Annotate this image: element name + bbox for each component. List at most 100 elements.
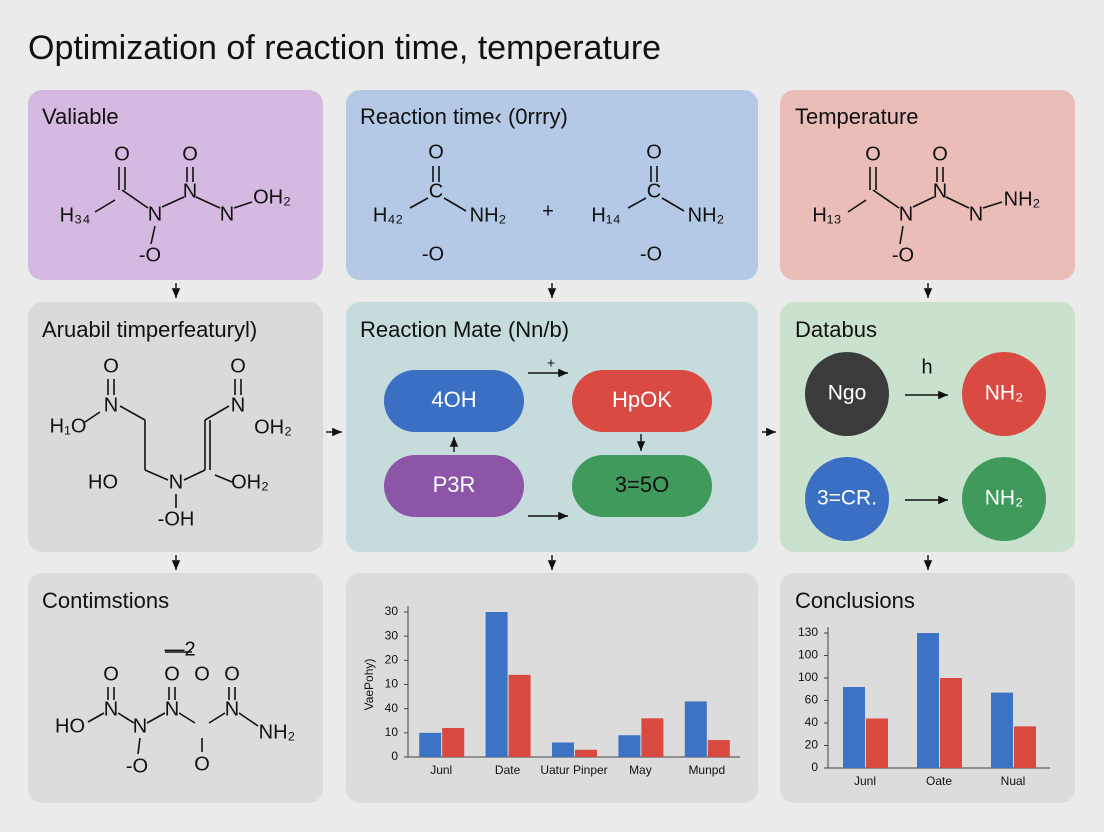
- panel: [346, 90, 758, 280]
- bond: [146, 712, 166, 724]
- atom-label: —2: [164, 638, 195, 660]
- atom-label: OH₂: [254, 416, 292, 438]
- arrow-label: h: [921, 356, 932, 378]
- node-label: 3=5O: [615, 472, 669, 497]
- page-title: Optimization of reaction time, temperatu…: [28, 29, 661, 67]
- node-label: Ngo: [828, 382, 867, 405]
- atom-label: O: [114, 143, 130, 165]
- x-tick-label: Date: [495, 763, 521, 777]
- atom-label: OH₂: [231, 471, 269, 493]
- bar: [485, 612, 508, 757]
- x-tick-label: Munpd: [688, 763, 725, 777]
- bond: [872, 189, 900, 209]
- bar: [618, 735, 641, 757]
- panel: [780, 90, 1075, 280]
- atom-label: O: [865, 143, 881, 165]
- atom-label: NH₂: [470, 204, 507, 226]
- panel-heading: Valiable: [42, 104, 119, 129]
- node: [962, 352, 1046, 436]
- panel-heading: Conclusions: [795, 588, 915, 613]
- node-label: P3R: [433, 472, 476, 497]
- y-tick-label: 0: [391, 749, 398, 763]
- node: [384, 455, 524, 517]
- atom-label: N: [899, 203, 913, 225]
- atom-label: N: [183, 180, 197, 202]
- y-tick-label: 10: [385, 677, 399, 691]
- atom-label: H₁O: [50, 415, 87, 437]
- atom-label: N: [220, 203, 234, 225]
- panel-heading: Temperature: [795, 104, 919, 129]
- panel-heading: Reaction time‹ (0rrry): [360, 104, 568, 129]
- bond: [443, 197, 467, 212]
- y-tick-label: 60: [805, 693, 819, 707]
- y-tick-label: 40: [805, 715, 819, 729]
- atom-label: C: [647, 180, 661, 202]
- bond: [661, 197, 685, 212]
- atom-label: N: [148, 203, 162, 225]
- atom-label: C: [429, 180, 443, 202]
- bond: [409, 197, 429, 209]
- y-tick-label: 40: [385, 701, 399, 715]
- bond: [94, 199, 116, 213]
- bond: [87, 712, 105, 723]
- bar: [1014, 726, 1036, 768]
- atom-label: O: [103, 663, 119, 685]
- bond: [214, 474, 233, 483]
- bond: [183, 469, 206, 481]
- bond: [204, 405, 230, 421]
- panel: [28, 302, 323, 552]
- atom-label: -O: [422, 243, 444, 265]
- atom-label: N: [169, 471, 183, 493]
- node-label: HpOK: [612, 387, 672, 412]
- wedge-bond: [899, 225, 904, 245]
- atom-label: N: [225, 698, 239, 720]
- bond: [178, 712, 196, 724]
- atom-label: N: [933, 180, 947, 202]
- panel-heading: Contimstions: [42, 588, 169, 613]
- y-tick-label: 100: [798, 670, 818, 684]
- atom-label: OH₂: [253, 186, 291, 208]
- bar: [707, 740, 730, 757]
- atom-label: NH₂: [259, 721, 296, 743]
- atom-label: N: [104, 698, 118, 720]
- bond: [847, 199, 867, 213]
- atom-label: -OH: [158, 508, 195, 530]
- bond: [208, 712, 226, 724]
- atom-label: O: [182, 143, 198, 165]
- bar: [866, 718, 888, 768]
- x-tick-label: Junl: [854, 774, 876, 788]
- node: [962, 457, 1046, 541]
- atom-label: H₁₄: [591, 204, 620, 226]
- x-tick-label: Uatur Pinper: [540, 763, 607, 777]
- atom-label: O: [230, 355, 246, 377]
- atom-label: O: [646, 141, 662, 163]
- atom-label: N: [133, 715, 147, 737]
- node: [572, 370, 712, 432]
- y-tick-label: 130: [798, 625, 818, 639]
- bond: [945, 196, 970, 209]
- node-label: 3=CR.: [817, 487, 877, 510]
- bar: [917, 633, 939, 768]
- bond: [912, 196, 935, 208]
- atom-label: O: [224, 663, 240, 685]
- y-tick-label: 20: [385, 653, 399, 667]
- atom-label: +: [542, 200, 554, 222]
- node: [805, 457, 889, 541]
- atom-label: N: [969, 203, 983, 225]
- bar: [419, 732, 442, 757]
- bar: [508, 674, 531, 757]
- bar: [641, 718, 664, 757]
- panel-heading: Reaction Mate (Nn/b): [360, 317, 569, 342]
- bar: [575, 749, 597, 757]
- atom-label: -O: [139, 244, 161, 266]
- panel: [28, 90, 323, 280]
- atom-label: N: [165, 698, 179, 720]
- y-tick-label: 0: [811, 760, 818, 774]
- wedge-bond: [150, 225, 156, 245]
- bar: [843, 687, 865, 768]
- bond: [161, 196, 185, 208]
- y-tick-label: 100: [798, 648, 818, 662]
- atom-label: O: [194, 663, 210, 685]
- bond: [117, 712, 135, 724]
- atom-label: H₄₂: [373, 204, 403, 226]
